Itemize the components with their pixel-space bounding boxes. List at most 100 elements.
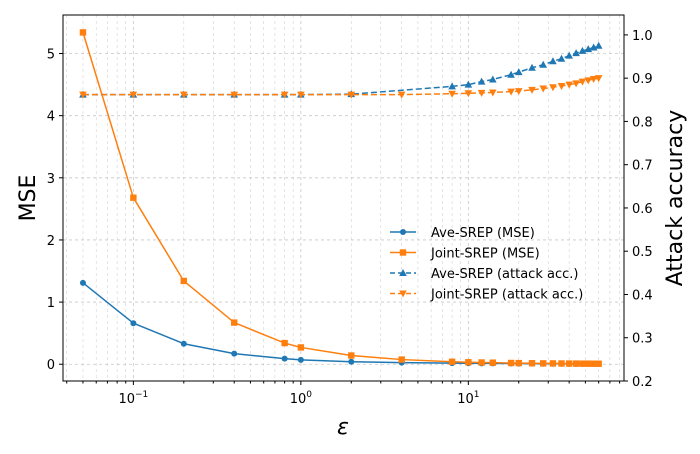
legend-label: Joint-SREP (attack acc.) — [430, 288, 583, 303]
data-point — [514, 88, 523, 96]
data-point — [281, 339, 288, 347]
data-point — [79, 29, 87, 36]
data-point — [448, 358, 456, 365]
data-point — [130, 320, 137, 327]
data-point — [589, 76, 598, 84]
y2-tick-label: 0.8 — [632, 115, 653, 130]
x-tick-base: 10 — [457, 392, 474, 407]
series-line — [82, 77, 599, 96]
legend-item: Joint-SREP (MSE) — [390, 247, 540, 262]
data-point — [549, 360, 557, 367]
data-point — [348, 352, 355, 359]
data-point — [281, 355, 288, 362]
x-tick-label: 100 — [290, 390, 313, 407]
x-tick-exponent: 1 — [474, 390, 480, 400]
data-point — [477, 77, 486, 85]
y2-tick-label: 0.6 — [632, 202, 653, 217]
data-point — [398, 356, 405, 363]
legend-item: Ave-SREP (MSE) — [390, 226, 535, 241]
data-point — [507, 70, 515, 78]
data-point — [515, 359, 522, 367]
data-point — [399, 269, 407, 276]
data-point — [397, 91, 406, 99]
data-point — [514, 68, 523, 76]
y-tick-label: 1 — [47, 296, 55, 311]
data-point — [180, 277, 187, 285]
y2-tick-label: 0.5 — [632, 245, 653, 260]
data-point — [572, 360, 580, 367]
legend-label: Joint-SREP (MSE) — [430, 247, 540, 262]
data-point — [540, 360, 547, 367]
data-point — [565, 81, 573, 89]
data-point — [590, 360, 597, 367]
data-point — [528, 63, 536, 71]
data-point — [400, 229, 406, 235]
data-point — [399, 249, 407, 256]
data-point — [549, 84, 557, 92]
axes: 10−1 100 1010123450.20.30.40.50.60.70.80.9… — [47, 29, 653, 407]
y-tick-label: 2 — [47, 234, 55, 249]
y2-tick-label: 0.3 — [632, 332, 653, 347]
series-2 — [79, 29, 602, 367]
data-point — [528, 360, 536, 367]
data-point — [558, 360, 565, 367]
legend: Ave-SREP (MSE) Joint-SREP (MSE) Ave-SREP (… — [390, 226, 583, 303]
y2-tick-label: 0.7 — [632, 159, 653, 174]
data-point — [572, 49, 580, 57]
data-point — [594, 41, 603, 49]
data-point — [347, 91, 356, 99]
legend-item: Ave-SREP (attack acc.) — [390, 267, 578, 282]
x-tick-label: 10−1 — [118, 390, 148, 407]
x-tick-base: 10 — [290, 392, 307, 407]
x-axis-label: ε — [337, 415, 349, 440]
data-point — [489, 359, 497, 366]
data-point — [478, 359, 485, 366]
data-point — [477, 89, 486, 97]
data-point — [297, 91, 305, 99]
data-point — [557, 82, 566, 90]
y-tick-label: 4 — [47, 110, 55, 125]
y2-tick-label: 0.2 — [632, 375, 653, 390]
data-point — [348, 358, 355, 365]
data-point — [79, 91, 87, 99]
y2-axis-label: Attack accuracy — [663, 110, 688, 286]
series-4 — [79, 75, 603, 99]
data-point — [79, 279, 86, 286]
data-point — [528, 86, 536, 94]
data-point — [578, 46, 587, 54]
y-tick-label: 0 — [47, 358, 55, 373]
data-point — [179, 91, 188, 99]
x-tick-label: 101 — [457, 390, 479, 407]
data-point — [448, 90, 456, 98]
series-group — [79, 29, 603, 367]
data-point — [129, 91, 138, 99]
data-point — [595, 360, 602, 367]
x-tick-exponent: −1 — [135, 390, 148, 400]
y2-tick-label: 0.9 — [632, 72, 653, 87]
data-point — [489, 89, 497, 97]
y2-tick-label: 1.0 — [632, 29, 653, 44]
legend-item: Joint-SREP (attack acc.) — [390, 288, 583, 303]
data-point — [579, 360, 586, 367]
data-point — [464, 80, 473, 88]
x-tick-base: 10 — [118, 392, 135, 407]
data-point — [130, 194, 137, 201]
data-point — [507, 359, 515, 367]
data-point — [565, 51, 573, 59]
legend-label: Ave-SREP (attack acc.) — [431, 267, 578, 282]
data-point — [489, 75, 497, 83]
data-point — [448, 82, 456, 90]
data-point — [399, 290, 407, 298]
data-point — [572, 80, 580, 88]
y-axis-label: MSE — [16, 175, 41, 222]
data-point — [464, 90, 473, 98]
data-point — [565, 360, 573, 367]
data-point — [507, 88, 515, 96]
data-point — [557, 54, 566, 62]
plot-frame — [62, 14, 625, 382]
data-point — [539, 85, 548, 93]
data-point — [549, 57, 557, 65]
x-tick-exponent: 0 — [306, 390, 312, 400]
